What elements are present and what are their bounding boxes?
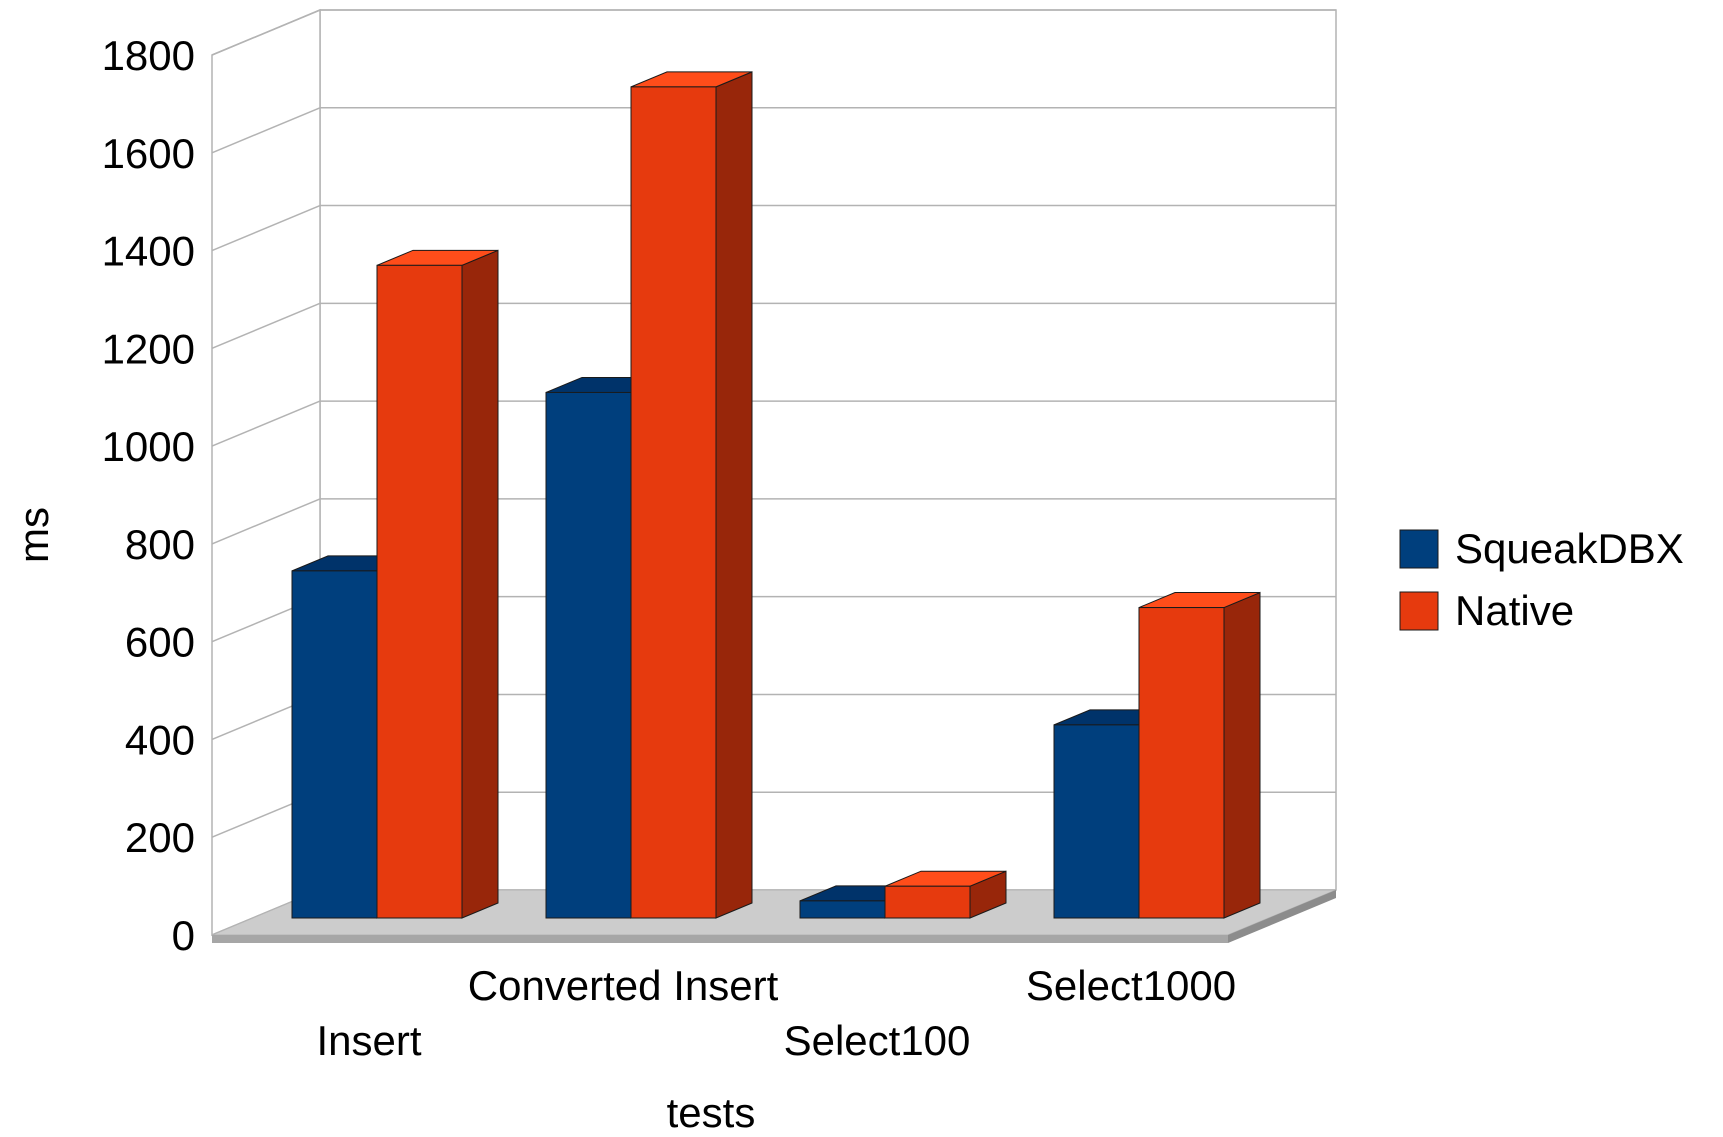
bar-front-face [630,86,717,919]
bar-front-face [799,900,886,919]
gridline-side [211,9,321,56]
gridline-side [211,302,321,350]
y-tick-label: 800 [125,521,195,568]
bar-front-face [545,391,632,919]
x-category-label: Insert [316,1017,421,1064]
bar [884,870,1007,919]
bar [1138,591,1261,919]
bar-front-face [1138,607,1225,919]
y-tick-label: 1600 [102,130,195,177]
x-axis-title: tests [667,1089,756,1136]
bar-front-face [1053,724,1140,919]
bar [630,71,753,919]
y-tick-label: 1800 [102,32,195,79]
legend: SqueakDBX Native [1399,525,1684,634]
x-category-label: Converted Insert [468,962,779,1009]
y-tick-label: 600 [125,619,195,666]
gridline-side [211,204,321,252]
bars [291,71,1261,919]
y-tick-label: 400 [125,716,195,763]
gridline-side [211,400,321,447]
legend-label: SqueakDBX [1455,525,1684,572]
legend-swatch [1399,529,1439,569]
y-tick-label: 1400 [102,228,195,275]
y-tick-label: 1200 [102,325,195,372]
y-axis-title: ms [10,507,57,563]
y-tick-label: 200 [125,814,195,861]
bar-side-face [1223,591,1261,919]
x-category-label: Select100 [784,1017,971,1064]
y-tick-label: 1000 [102,423,195,470]
gridline-side [211,107,321,154]
gridline-side [211,498,321,545]
y-axis-ticks: 0 200 400 600 800 1000 1200 1400 1600 1800 [102,32,195,959]
legend-label: Native [1455,587,1574,634]
bar [376,249,499,919]
legend-swatch [1399,591,1439,631]
bar-front-face [884,885,971,919]
floor-front-edge [212,935,1228,943]
floor-side-edge [1228,890,1336,943]
bar-front-face [291,570,378,919]
bar-front-face [376,264,463,919]
bar-side-face [715,71,753,919]
x-category-label: Select1000 [1026,962,1236,1009]
y-tick-label: 0 [172,912,195,959]
bar-side-face [461,249,499,919]
